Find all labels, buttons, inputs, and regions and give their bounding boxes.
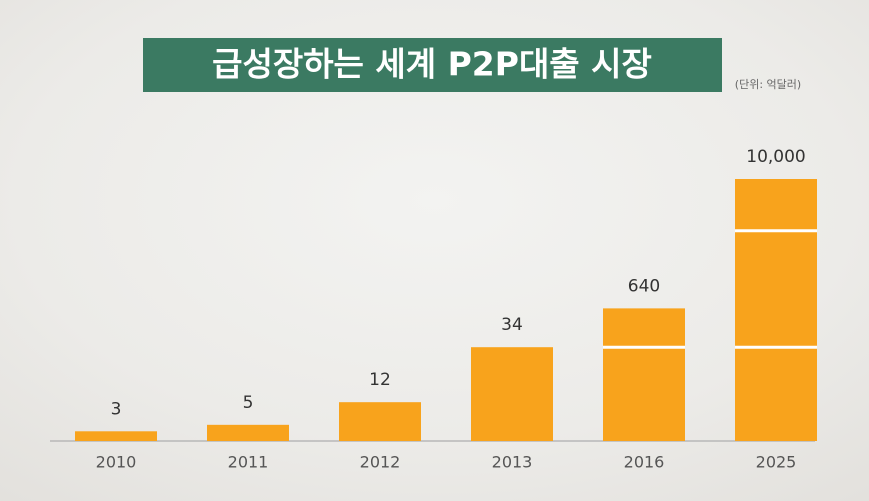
value-label: 5 [243, 393, 254, 413]
value-label: 640 [628, 276, 660, 296]
bar [735, 179, 817, 441]
value-label: 34 [501, 315, 523, 335]
bar [471, 347, 553, 441]
value-label: 3 [111, 399, 122, 419]
bar [75, 431, 157, 441]
bar [603, 308, 685, 441]
x-tick-label: 2013 [492, 453, 533, 472]
x-tick-label: 2025 [756, 453, 797, 472]
x-tick-label: 2010 [96, 453, 137, 472]
chart-title: 급성장하는 세계 P2P대출 시장 [212, 45, 652, 84]
x-tick-label: 2012 [360, 453, 401, 472]
x-tick-label: 2016 [624, 453, 665, 472]
x-tick-label: 2011 [228, 453, 269, 472]
unit-note: (단위: 억달러) [735, 78, 801, 91]
bar [207, 424, 289, 441]
bar [339, 402, 421, 441]
title-box [143, 38, 722, 92]
value-label: 12 [369, 370, 391, 390]
value-label: 10,000 [746, 147, 805, 167]
